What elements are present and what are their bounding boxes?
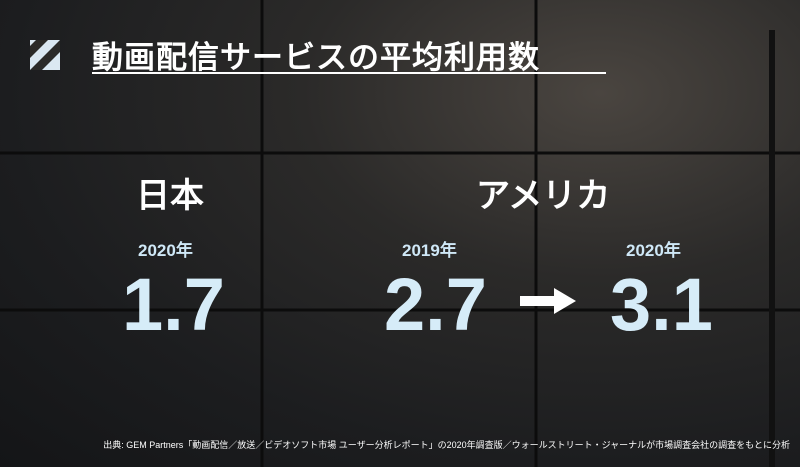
year-label: 2019年	[402, 241, 457, 260]
region-label: 日本	[136, 177, 204, 215]
arrow	[520, 288, 576, 314]
year-label: 2020年	[138, 241, 193, 260]
title: 動画配信サービスの平均利用数	[92, 40, 540, 75]
value: 2.7	[384, 263, 487, 346]
value: 3.1	[610, 263, 713, 346]
value: 1.7	[122, 263, 225, 346]
year-label: 2020年	[626, 241, 681, 260]
region-label: アメリカ	[476, 177, 611, 215]
source-note: 出典: GEM Partners「動画配信／放送／ビデオソフト市場 ユーザー分析…	[103, 440, 790, 450]
